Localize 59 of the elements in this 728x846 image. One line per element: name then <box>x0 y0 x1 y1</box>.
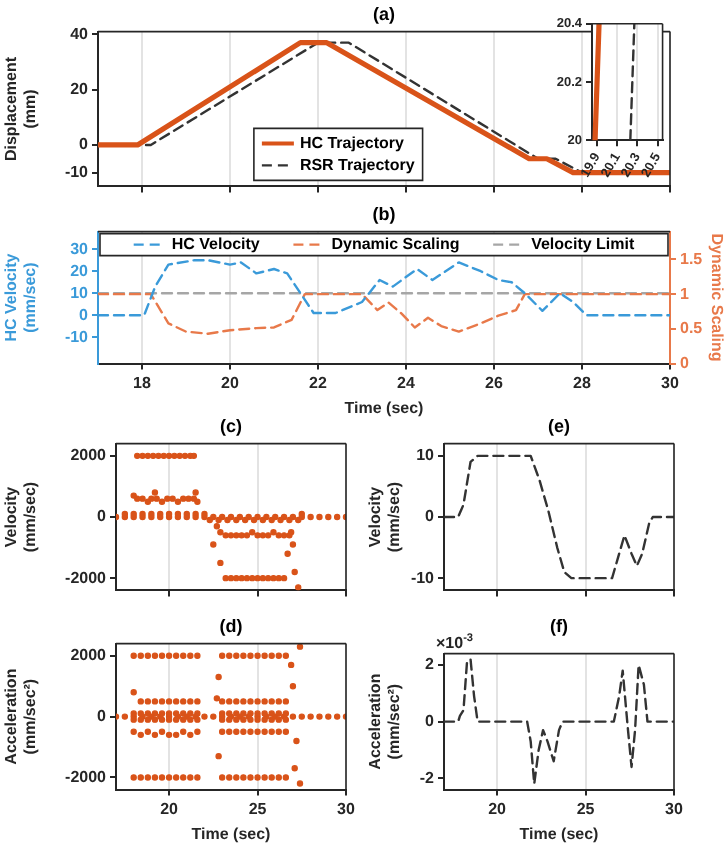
x-tick-label: 22 <box>309 373 328 392</box>
y-tick-label: 30 <box>70 239 90 258</box>
legend-label: HC Trajectory <box>299 133 406 152</box>
y-tick-label: -10 <box>64 327 90 346</box>
legend-label: HC Velocity <box>171 235 261 254</box>
x-tick-label: 28 <box>573 373 592 392</box>
y2-tick-label: 1 <box>680 284 690 303</box>
legend-label: Velocity Limit <box>531 235 635 254</box>
y2-tick-label: 0.5 <box>680 319 704 338</box>
legend-label: RSR Trajectory <box>299 155 416 174</box>
y-tick-label: 0 <box>97 707 108 726</box>
y-tick-label: 20 <box>70 261 90 280</box>
y-tick-label: 10 <box>70 283 90 302</box>
y-tick-label: 0 <box>79 305 90 324</box>
x-tick-label: 30 <box>661 373 680 392</box>
y-tick-label: 40 <box>70 24 90 43</box>
y-tick-label: 10 <box>416 446 436 465</box>
y-tick-label: 0 <box>79 135 90 154</box>
x-tick-label: 30 <box>665 799 684 818</box>
x-tick-label: 24 <box>397 373 416 392</box>
y-axis-title: Displacement (mm) <box>2 56 40 162</box>
y-tick-label: 0 <box>97 507 108 526</box>
x-axis-title: Time (sec) <box>191 824 272 843</box>
y-tick-label: 20 <box>70 80 90 99</box>
y-tick-label: 2 <box>425 655 436 674</box>
x-axis-title: Time (sec) <box>519 824 600 843</box>
y-tick-label: 2000 <box>70 446 108 465</box>
x-tick-label: 20 <box>221 373 240 392</box>
y-tick-label: -2000 <box>65 568 108 587</box>
chart-title: (e) <box>548 415 570 436</box>
chart-title: (d) <box>219 615 243 636</box>
y-tick-label: -2000 <box>65 767 108 786</box>
x-tick-label: 30 <box>337 799 356 818</box>
y2-tick-label: 0 <box>680 354 690 373</box>
chart-title: (c) <box>220 415 242 436</box>
x-tick-label: 25 <box>248 799 268 818</box>
y-tick-label: 2000 <box>70 646 108 665</box>
x-tick-label: 18 <box>133 373 152 392</box>
y-axis-title: Velocity (mm/sec) <box>366 481 404 553</box>
y-tick-label: -2 <box>419 768 436 787</box>
y-axis-title: Acceleration (mm/sec²) <box>366 673 404 770</box>
y2-axis-title: Dynamic Scaling <box>707 233 726 362</box>
y-tick-label: -10 <box>410 568 436 587</box>
x-axis-title: Time (sec) <box>344 398 425 417</box>
y-axis-title: Velocity (mm/sec) <box>2 481 40 553</box>
y2-tick-label: 1.5 <box>680 249 704 268</box>
y-tick-label: 0 <box>425 507 436 526</box>
x-tick-label: 26 <box>485 373 504 392</box>
x-tick-label: 25 <box>576 799 596 818</box>
y-axis-title: HC Velocity (mm/sec) <box>2 252 40 342</box>
x-tick-label: 20 <box>160 799 180 818</box>
y-axis-title: Acceleration (mm/sec²) <box>2 668 40 765</box>
chart-title: (f) <box>550 615 568 636</box>
y-tick-label: 0 <box>425 712 436 731</box>
x-tick-label: 20 <box>488 799 508 818</box>
y-tick-label: -10 <box>64 162 90 181</box>
legend-label: Dynamic Scaling <box>331 235 460 254</box>
chart-title: (a) <box>373 3 395 24</box>
chart-title: (b) <box>372 203 396 224</box>
